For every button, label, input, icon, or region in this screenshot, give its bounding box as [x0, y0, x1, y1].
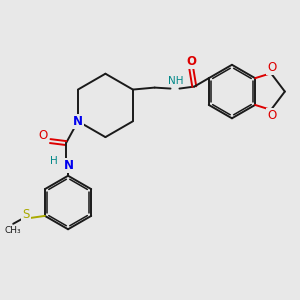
Text: O: O [39, 129, 48, 142]
Text: O: O [267, 109, 277, 122]
Text: O: O [186, 55, 196, 68]
Text: H: H [50, 156, 58, 166]
Text: N: N [73, 115, 83, 128]
Text: S: S [22, 208, 30, 221]
Text: O: O [267, 61, 277, 74]
Text: NH: NH [168, 76, 183, 85]
Text: CH₃: CH₃ [5, 226, 22, 235]
Text: N: N [64, 159, 74, 172]
